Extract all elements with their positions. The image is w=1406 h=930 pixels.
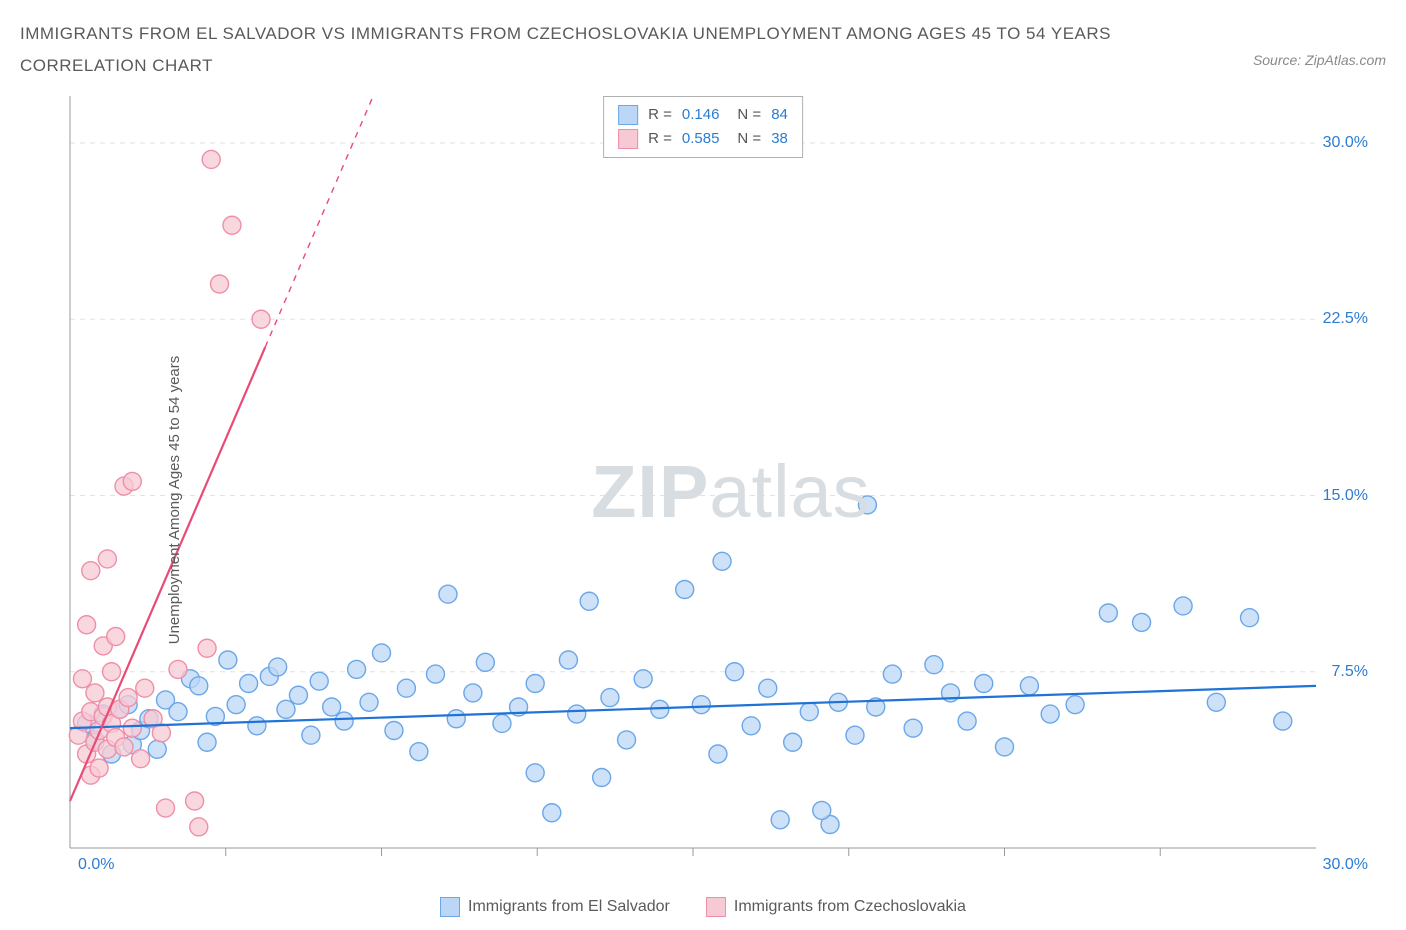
n-label: N = [737,103,761,127]
legend-series-label: Immigrants from El Salvador [468,898,670,916]
legend-swatch [618,105,638,125]
legend-swatch [706,897,726,917]
r-value: 0.585 [682,127,720,151]
legend-series-item: Immigrants from El Salvador [440,897,670,917]
legend-series: Immigrants from El Salvador Immigrants fr… [0,897,1406,922]
source-label: Source: ZipAtlas.com [1253,52,1386,68]
y-tick-label: 15.0% [1323,487,1368,505]
legend-swatch [618,129,638,149]
title-line-2: CORRELATION CHART [20,50,1386,82]
x-tick-label-min: 0.0% [78,856,114,874]
scatter-plot [20,90,1386,910]
r-label: R = [648,127,672,151]
legend-stats-row: R = 0.146 N = 84 [618,103,788,127]
legend-series-label: Immigrants from Czechoslovakia [734,898,966,916]
legend-swatch [440,897,460,917]
n-value: 38 [771,127,788,151]
y-axis-label: Unemployment Among Ages 45 to 54 years [166,356,183,645]
n-label: N = [737,127,761,151]
x-tick-label-max: 30.0% [1323,856,1368,874]
y-tick-label: 22.5% [1323,310,1368,328]
title-line-1: IMMIGRANTS FROM EL SALVADOR VS IMMIGRANT… [20,18,1386,50]
title-block: IMMIGRANTS FROM EL SALVADOR VS IMMIGRANT… [20,18,1386,83]
y-tick-label: 30.0% [1323,134,1368,152]
r-label: R = [648,103,672,127]
r-value: 0.146 [682,103,720,127]
n-value: 84 [771,103,788,127]
legend-stats: R = 0.146 N = 84 R = 0.585 N = 38 [603,96,803,158]
legend-stats-row: R = 0.585 N = 38 [618,127,788,151]
legend-series-item: Immigrants from Czechoslovakia [706,897,966,917]
chart-container: Unemployment Among Ages 45 to 54 years Z… [20,90,1386,910]
y-tick-label: 7.5% [1332,663,1368,681]
